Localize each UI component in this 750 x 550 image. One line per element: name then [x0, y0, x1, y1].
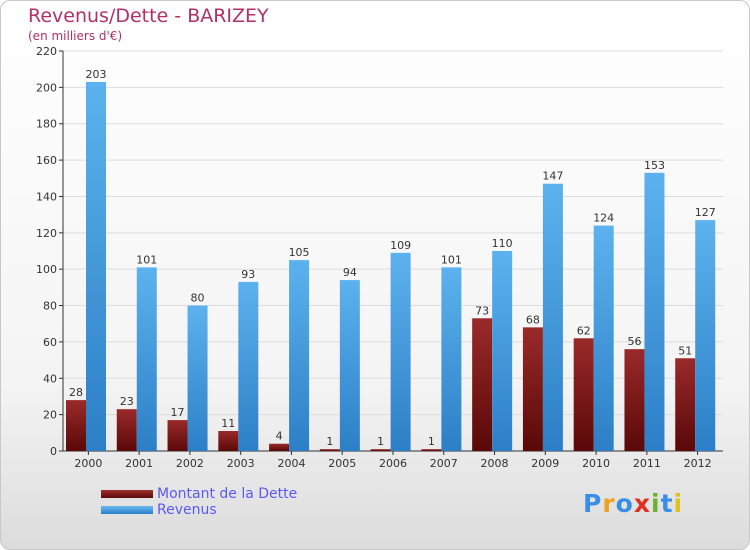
- data-label-debt-2004: 4: [276, 430, 283, 443]
- y-tick-label: 140: [36, 190, 57, 203]
- data-label-debt-2008: 73: [475, 304, 489, 317]
- data-label-revenue-2010: 124: [593, 212, 614, 225]
- y-tick-label: 100: [36, 263, 57, 276]
- bar-debt-2001: [116, 409, 137, 451]
- data-label-debt-2012: 51: [678, 344, 692, 357]
- x-tick-label: 2009: [531, 457, 559, 470]
- x-tick-label: 2010: [582, 457, 610, 470]
- x-tick-label: 2005: [328, 457, 356, 470]
- bar-debt-2000: [66, 400, 86, 451]
- y-tick-label: 40: [43, 372, 57, 385]
- data-label-revenue-2004: 105: [289, 246, 310, 259]
- bar-revenue-2004: [289, 260, 310, 451]
- bar-debt-2009: [522, 327, 543, 451]
- x-tick-label: 2003: [227, 457, 255, 470]
- data-label-debt-2009: 68: [526, 313, 540, 326]
- bar-revenue-2001: [136, 267, 157, 451]
- data-label-revenue-2000: 203: [86, 68, 107, 81]
- x-tick-label: 2007: [430, 457, 458, 470]
- x-tick-label: 2001: [125, 457, 153, 470]
- bar-revenue-2012: [695, 220, 716, 451]
- legend-swatch-debt: [101, 490, 153, 498]
- legend-label-revenue: Revenus: [157, 502, 217, 518]
- bar-debt-2008: [472, 318, 493, 451]
- y-tick-label: 180: [36, 118, 57, 131]
- x-tick-label: 2002: [176, 457, 204, 470]
- x-tick-label: 2004: [277, 457, 305, 470]
- y-tick-label: 200: [36, 81, 57, 94]
- logo-letter: x: [633, 489, 651, 518]
- bar-revenue-2009: [542, 183, 563, 451]
- y-tick-label: 160: [36, 154, 57, 167]
- y-tick-label: 220: [36, 45, 57, 58]
- data-label-revenue-2008: 110: [492, 237, 513, 250]
- y-tick-label: 80: [43, 300, 57, 313]
- data-label-debt-2002: 17: [171, 406, 185, 419]
- chart-title: Revenus/Dette - BARIZEY: [28, 5, 269, 27]
- y-tick-label: 20: [43, 409, 57, 422]
- data-label-revenue-2011: 153: [644, 159, 665, 172]
- legend-item-debt: Montant de la Dette: [101, 486, 297, 502]
- y-tick-label: 0: [50, 445, 57, 458]
- legend-item-revenue: Revenus: [101, 502, 297, 518]
- bar-revenue-2011: [644, 172, 665, 451]
- proxiti-logo: Proxiti: [583, 489, 683, 518]
- bar-revenue-2007: [441, 267, 462, 451]
- data-label-debt-2001: 23: [120, 395, 134, 408]
- data-label-debt-2007: 1: [428, 435, 435, 448]
- bar-debt-2004: [269, 443, 290, 451]
- bar-debt-2010: [573, 338, 594, 451]
- y-tick-label: 120: [36, 227, 57, 240]
- bar-debt-2003: [218, 431, 239, 451]
- x-tick-label: 2006: [379, 457, 407, 470]
- legend-label-debt: Montant de la Dette: [157, 486, 298, 502]
- data-label-debt-2011: 56: [627, 335, 641, 348]
- bar-revenue-2000: [86, 81, 106, 451]
- data-label-debt-2010: 62: [577, 324, 591, 337]
- logo-letter: P: [583, 489, 603, 518]
- data-label-debt-2005: 1: [326, 435, 333, 448]
- data-label-debt-2000: 28: [69, 386, 83, 399]
- x-tick-label: 2011: [633, 457, 661, 470]
- bar-debt-2007: [421, 449, 442, 451]
- chart-subtitle: (en milliers d'€): [28, 29, 123, 43]
- bar-debt-2006: [370, 449, 391, 451]
- bar-revenue-2006: [390, 252, 411, 451]
- bar-revenue-2005: [339, 280, 360, 451]
- legend-swatch-revenue: [101, 506, 153, 514]
- x-tick-label: 2000: [74, 457, 102, 470]
- bar-revenue-2010: [593, 225, 614, 451]
- bar-debt-2005: [319, 449, 340, 451]
- logo-letter: i: [651, 489, 661, 518]
- bar-debt-2002: [167, 420, 188, 451]
- data-label-revenue-2002: 80: [191, 292, 205, 305]
- data-label-revenue-2006: 109: [390, 239, 411, 252]
- logo-letter: o: [615, 489, 634, 518]
- x-tick-label: 2008: [481, 457, 509, 470]
- logo-letter: t: [660, 489, 674, 518]
- bar-debt-2011: [624, 349, 645, 451]
- legend: Montant de la Dette Revenus: [101, 486, 297, 518]
- data-label-revenue-2007: 101: [441, 253, 462, 266]
- data-label-debt-2006: 1: [377, 435, 384, 448]
- logo-letter: i: [673, 489, 684, 518]
- data-label-debt-2003: 11: [221, 417, 235, 430]
- data-label-revenue-2012: 127: [695, 206, 716, 219]
- x-tick-label: 2012: [684, 457, 712, 470]
- data-label-revenue-2003: 93: [241, 268, 255, 281]
- bar-revenue-2003: [238, 281, 259, 451]
- y-tick-label: 60: [43, 336, 57, 349]
- data-label-revenue-2009: 147: [542, 170, 563, 183]
- logo-letter: r: [602, 489, 616, 518]
- data-label-revenue-2001: 101: [136, 253, 157, 266]
- bar-revenue-2008: [492, 251, 513, 451]
- data-label-revenue-2005: 94: [343, 266, 357, 279]
- bar-revenue-2002: [187, 305, 208, 451]
- bar-debt-2012: [675, 358, 696, 451]
